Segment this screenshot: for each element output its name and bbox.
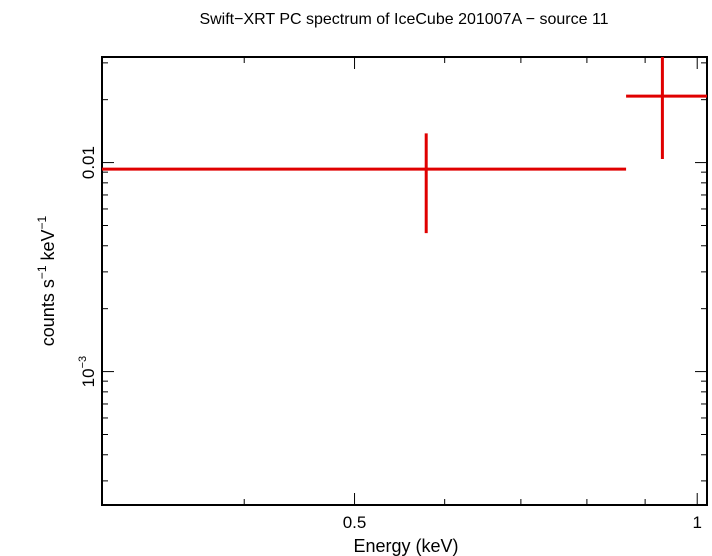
- x-axis-label: Energy (keV): [353, 536, 458, 556]
- x-tick-label: 0.5: [343, 513, 367, 532]
- chart-title: Swift−XRT PC spectrum of IceCube 201007A…: [199, 11, 608, 28]
- data-point: [626, 57, 707, 160]
- y-label-exp2: −1: [35, 215, 49, 229]
- plot-frame: [101, 56, 708, 506]
- data-point: [102, 133, 627, 234]
- y-tick-label: 10−3: [77, 356, 98, 387]
- y-tick-label: 0.01: [79, 146, 98, 179]
- y-axis-label: counts s−1 keV−1: [35, 215, 58, 346]
- y-label-mid: keV: [38, 229, 58, 265]
- axis-ticks: [101, 57, 707, 505]
- y-label-base: counts s: [38, 279, 58, 346]
- y-label-exp1: −1: [35, 265, 49, 279]
- tick-labels: 0.5 1 0.01 10−3: [77, 146, 702, 532]
- data-points: [102, 57, 707, 234]
- x-tick-label: 1: [692, 513, 701, 532]
